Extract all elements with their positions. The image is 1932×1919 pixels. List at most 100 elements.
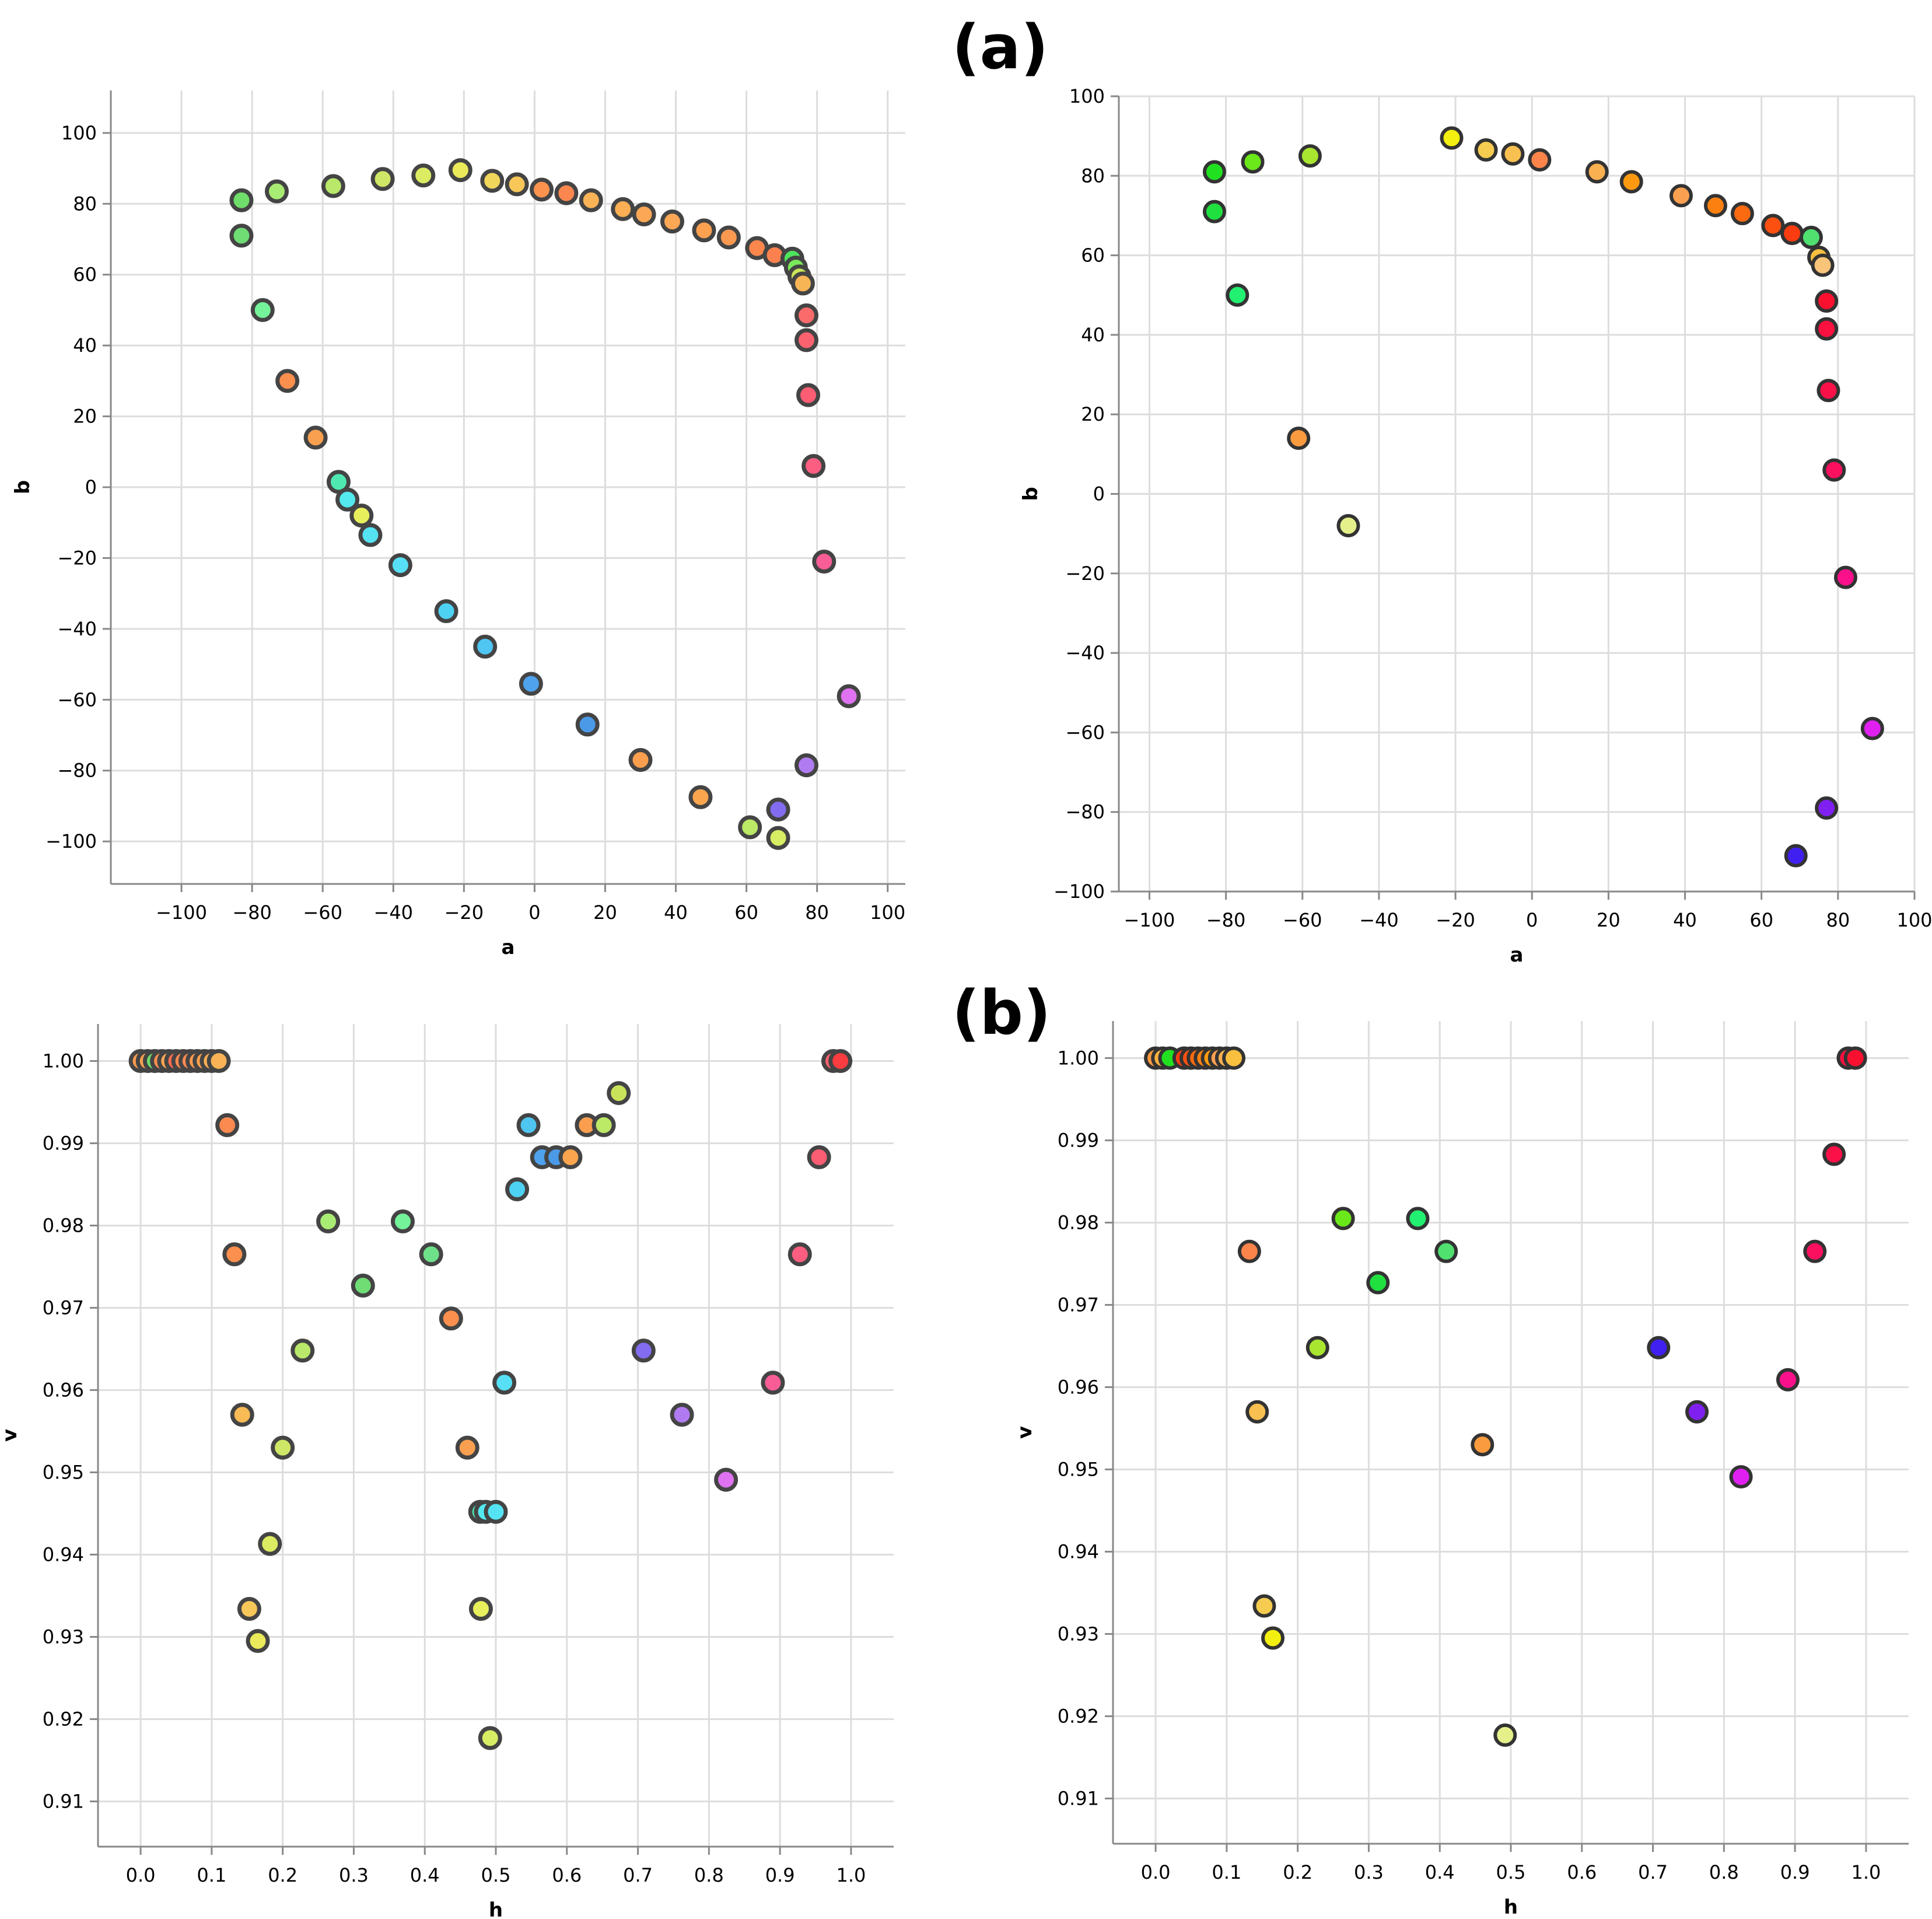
- y-tick-label: 60: [73, 264, 97, 286]
- y-tick-label: 40: [1081, 324, 1105, 346]
- scatter-point: [1331, 1207, 1355, 1231]
- y-tick-label: −80: [1065, 801, 1105, 823]
- scatter-point: [492, 1371, 517, 1395]
- y-tick-label: 100: [1069, 85, 1105, 107]
- x-tick-label: 0.6: [552, 1864, 582, 1886]
- x-axis-title: h: [1504, 1896, 1518, 1917]
- chart-b-left: 0.0 0.1 0.2 0.3 0.4 0.5 0.6 0.7 0.8 0.9 1.0 0.91 0.9…: [0, 1024, 894, 1919]
- scatter-point: [611, 197, 635, 221]
- scatter-point: [1730, 202, 1754, 226]
- x-tick-label: −40: [374, 901, 414, 924]
- scatter-point: [349, 504, 374, 528]
- scatter-point: [836, 684, 861, 708]
- x-tick-label: 60: [1749, 909, 1773, 931]
- y-tick-label: 0.94: [1058, 1540, 1099, 1563]
- x-tick-label: 80: [805, 901, 829, 924]
- scatter-point: [215, 1113, 240, 1137]
- x-axis-title: a: [1510, 943, 1524, 967]
- x-tick-label: 20: [1597, 909, 1620, 931]
- scatter-point: [1776, 1368, 1800, 1392]
- y-tick-label: 0.93: [1058, 1623, 1099, 1645]
- x-tick-label: −80: [1206, 909, 1246, 931]
- x-tick-label: −100: [1124, 909, 1175, 931]
- y-tick-label: 0.97: [43, 1296, 84, 1319]
- scatter-point: [1822, 1142, 1846, 1166]
- scatter-point: [714, 1467, 738, 1492]
- scatter-point: [480, 169, 505, 193]
- scatter-point: [1226, 283, 1250, 307]
- y-tick-label: 0.96: [1058, 1376, 1099, 1398]
- scatter-point: [478, 1726, 502, 1750]
- scatter-point: [716, 225, 741, 250]
- scatter-point: [1261, 1626, 1285, 1650]
- scatter-point: [237, 1597, 261, 1621]
- y-tick-label: −40: [57, 618, 97, 640]
- scatter-point: [761, 1371, 785, 1395]
- y-tick-label: −20: [57, 547, 97, 569]
- scatter-point: [794, 328, 819, 352]
- scatter-point: [316, 1209, 341, 1233]
- y-axis-title: b: [11, 480, 34, 494]
- scatter-point: [1406, 1207, 1430, 1231]
- panel-label-b: (b): [952, 977, 1051, 1048]
- y-tick-label: 0.94: [43, 1543, 84, 1565]
- scatter-point: [1780, 222, 1804, 246]
- y-tick-label: 40: [73, 334, 97, 356]
- scatter-point: [1799, 225, 1823, 249]
- scatter-point: [1528, 148, 1552, 172]
- scatter-point: [554, 181, 579, 205]
- scatter-point: [670, 1403, 694, 1427]
- scatter-point: [631, 1338, 656, 1363]
- scatter-point: [390, 1209, 415, 1233]
- scatter-point: [439, 1306, 463, 1331]
- scatter-point: [575, 712, 600, 737]
- x-tick-label: 0.2: [268, 1864, 298, 1886]
- y-tick-label: 0.95: [43, 1461, 84, 1483]
- scatter-point: [1202, 160, 1226, 184]
- scatter-point: [1704, 194, 1727, 218]
- scatter-point: [516, 1113, 541, 1137]
- scatter-point: [258, 1532, 282, 1556]
- scatter-point: [455, 1435, 480, 1460]
- y-tick-label: 100: [61, 122, 97, 144]
- scatter-point: [1685, 1400, 1709, 1424]
- y-tick-label: −20: [1065, 562, 1105, 585]
- x-tick-label: 0.1: [197, 1864, 226, 1886]
- scatter-point: [303, 425, 328, 450]
- x-tick-label: 0.3: [1354, 1861, 1384, 1883]
- y-tick-label: 0.91: [43, 1790, 84, 1812]
- scatter-point: [1761, 214, 1785, 237]
- scatter-point: [335, 487, 360, 512]
- y-tick-label: 0.93: [43, 1626, 84, 1648]
- panel-label-a: (a): [952, 12, 1049, 83]
- scatter-point: [411, 163, 436, 188]
- scatter-point: [290, 1338, 315, 1363]
- y-tick-label: 1.00: [43, 1050, 84, 1072]
- scatter-point: [448, 158, 473, 183]
- x-tick-label: 0.8: [694, 1864, 724, 1886]
- scatter-point: [1252, 1594, 1276, 1618]
- scatter-point: [1815, 317, 1839, 341]
- x-tick-label: 60: [734, 901, 758, 924]
- scatter-point: [1287, 427, 1311, 450]
- y-tick-label: 0.99: [43, 1132, 84, 1154]
- x-tick-label: 0.0: [1141, 1861, 1171, 1883]
- x-tick-label: −100: [156, 901, 207, 924]
- y-tick-label: 0: [85, 476, 97, 498]
- x-tick-label: 0: [1526, 909, 1538, 931]
- x-tick-label: 0.7: [623, 1864, 653, 1886]
- scatter-point: [275, 369, 300, 393]
- y-tick-label: 0.96: [43, 1379, 84, 1401]
- scatter-point: [766, 798, 790, 822]
- scatter-point: [1822, 458, 1846, 482]
- x-tick-label: 100: [870, 901, 905, 924]
- scatter-point: [828, 1048, 853, 1073]
- scatter-point: [1669, 184, 1693, 208]
- scatter-point: [558, 1145, 583, 1169]
- scatter-point: [1585, 160, 1609, 184]
- x-tick-label: 0.8: [1709, 1861, 1739, 1883]
- y-tick-label: 80: [1081, 165, 1105, 187]
- scatter-point: [1815, 796, 1839, 820]
- scatter-point: [632, 202, 656, 226]
